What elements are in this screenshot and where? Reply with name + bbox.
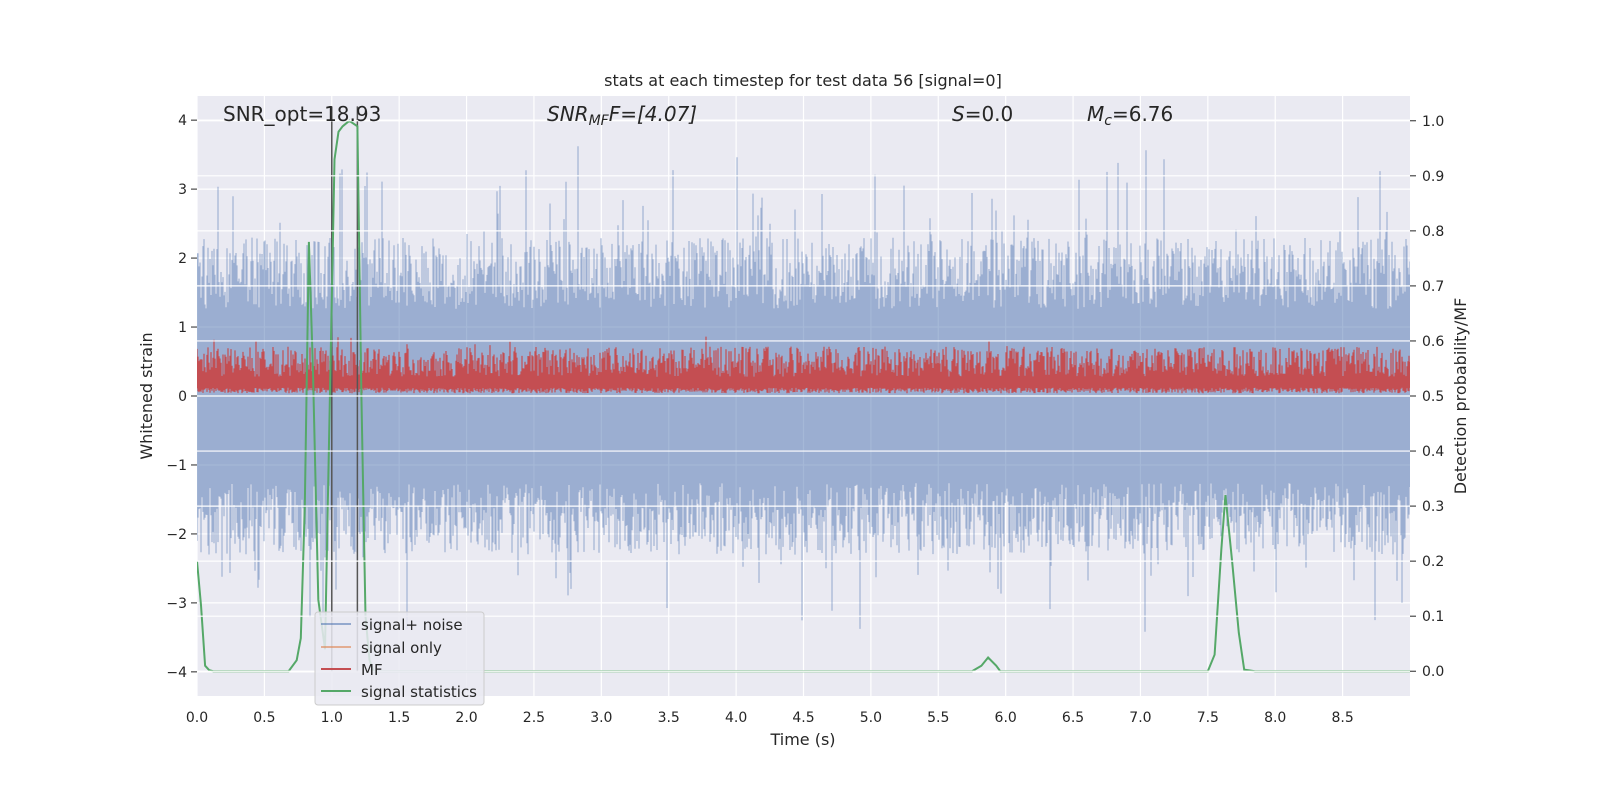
y-left-tick-label: 2 bbox=[178, 251, 187, 267]
x-tick-label: 8.0 bbox=[1264, 710, 1286, 726]
y-left-axis-label: Whitened strain bbox=[137, 332, 156, 459]
x-tick-label: 8.5 bbox=[1331, 710, 1353, 726]
y-right-tick-label: 0.8 bbox=[1422, 224, 1444, 240]
vertical-markers bbox=[331, 106, 359, 672]
y-right-tick-label: 0.0 bbox=[1422, 664, 1444, 680]
y-left-tick-label: 1 bbox=[178, 320, 187, 336]
x-tick-label: 4.5 bbox=[792, 710, 814, 726]
legend-label-signal-only: signal only bbox=[361, 639, 442, 657]
x-tick-label: 3.5 bbox=[658, 710, 680, 726]
annotation-mc-label: M bbox=[1087, 102, 1104, 126]
y-left-tick-label: −3 bbox=[166, 596, 187, 612]
legend: signal+ noise signal only MF signal stat… bbox=[314, 611, 485, 706]
y-right-tick-label: 0.4 bbox=[1422, 444, 1444, 460]
y-left-tick-label: −2 bbox=[166, 527, 187, 543]
y-right-tick-label: 1.0 bbox=[1422, 114, 1444, 130]
y-right-axis-ticks: 0.0 0.1 0.2 0.3 0.4 0.5 0.6 0.7 0.8 0.9 1.0 bbox=[1410, 114, 1444, 680]
x-tick-label: 2.5 bbox=[523, 710, 545, 726]
annotation-snr-opt: SNR_opt=18.93 bbox=[223, 102, 381, 126]
x-tick-label: 2.0 bbox=[455, 710, 477, 726]
x-tick-label: 7.5 bbox=[1197, 710, 1219, 726]
x-axis-ticks: 0.0 0.5 1.0 1.5 2.0 2.5 3.0 3.5 4.0 4.5 5.0 5.5 6.0 6… bbox=[186, 710, 1354, 726]
x-tick-label: 6.0 bbox=[995, 710, 1017, 726]
x-tick-label: 5.5 bbox=[927, 710, 949, 726]
y-right-tick-label: 0.3 bbox=[1422, 499, 1444, 515]
right-gridlines bbox=[197, 120, 1410, 672]
legend-label-mf: MF bbox=[361, 661, 383, 679]
annotation-snr-mf: SNRMFF=[4.07] bbox=[547, 102, 697, 129]
y-left-tick-label: −1 bbox=[166, 458, 187, 474]
x-tick-label: 4.0 bbox=[725, 710, 747, 726]
x-tick-label: 0.0 bbox=[186, 710, 208, 726]
y-right-tick-label: 0.7 bbox=[1422, 279, 1444, 295]
y-right-tick-label: 0.6 bbox=[1422, 334, 1444, 350]
y-left-tick-label: 0 bbox=[178, 389, 187, 405]
x-tick-label: 5.0 bbox=[860, 710, 882, 726]
x-axis-label: Time (s) bbox=[769, 730, 835, 749]
annotation-snr-mf-sub: MF bbox=[589, 113, 610, 129]
y-right-axis-label: Detection probability/MF bbox=[1451, 298, 1470, 495]
annotation-s-value: =0.0 bbox=[965, 102, 1014, 126]
y-right-tick-label: 0.2 bbox=[1422, 554, 1444, 570]
annotation-s: S=0.0 bbox=[952, 102, 1013, 126]
x-tick-label: 1.0 bbox=[321, 710, 343, 726]
annotation-mc: Mc=6.76 bbox=[1087, 102, 1173, 129]
legend-label-signal-noise: signal+ noise bbox=[361, 616, 463, 634]
y-right-tick-label: 0.5 bbox=[1422, 389, 1444, 405]
y-right-tick-label: 0.1 bbox=[1422, 609, 1444, 625]
y-right-tick-label: 0.9 bbox=[1422, 169, 1444, 185]
y-left-tick-label: 4 bbox=[178, 113, 187, 129]
legend-label-signal-statistics: signal statistics bbox=[361, 683, 477, 701]
annotation-mc-sub: c bbox=[1104, 113, 1112, 129]
x-tick-label: 1.5 bbox=[388, 710, 410, 726]
annotation-snr-mf-prefix: SNR bbox=[547, 102, 589, 126]
annotation-s-label: S bbox=[952, 102, 965, 126]
x-tick-label: 7.0 bbox=[1129, 710, 1151, 726]
legend-box bbox=[314, 611, 485, 706]
y-left-axis-ticks: −4 −3 −2 −1 0 1 2 3 4 bbox=[166, 113, 197, 681]
x-tick-label: 6.5 bbox=[1062, 710, 1084, 726]
y-left-tick-label: −4 bbox=[166, 665, 187, 681]
chart-title: stats at each timestep for test data 56 … bbox=[604, 71, 1002, 90]
x-tick-label: 0.5 bbox=[253, 710, 275, 726]
annotation-snr-mf-value: F=[4.07] bbox=[609, 102, 697, 126]
y-left-tick-label: 3 bbox=[178, 182, 187, 198]
annotation-mc-value: =6.76 bbox=[1112, 102, 1173, 126]
x-tick-label: 3.0 bbox=[590, 710, 612, 726]
